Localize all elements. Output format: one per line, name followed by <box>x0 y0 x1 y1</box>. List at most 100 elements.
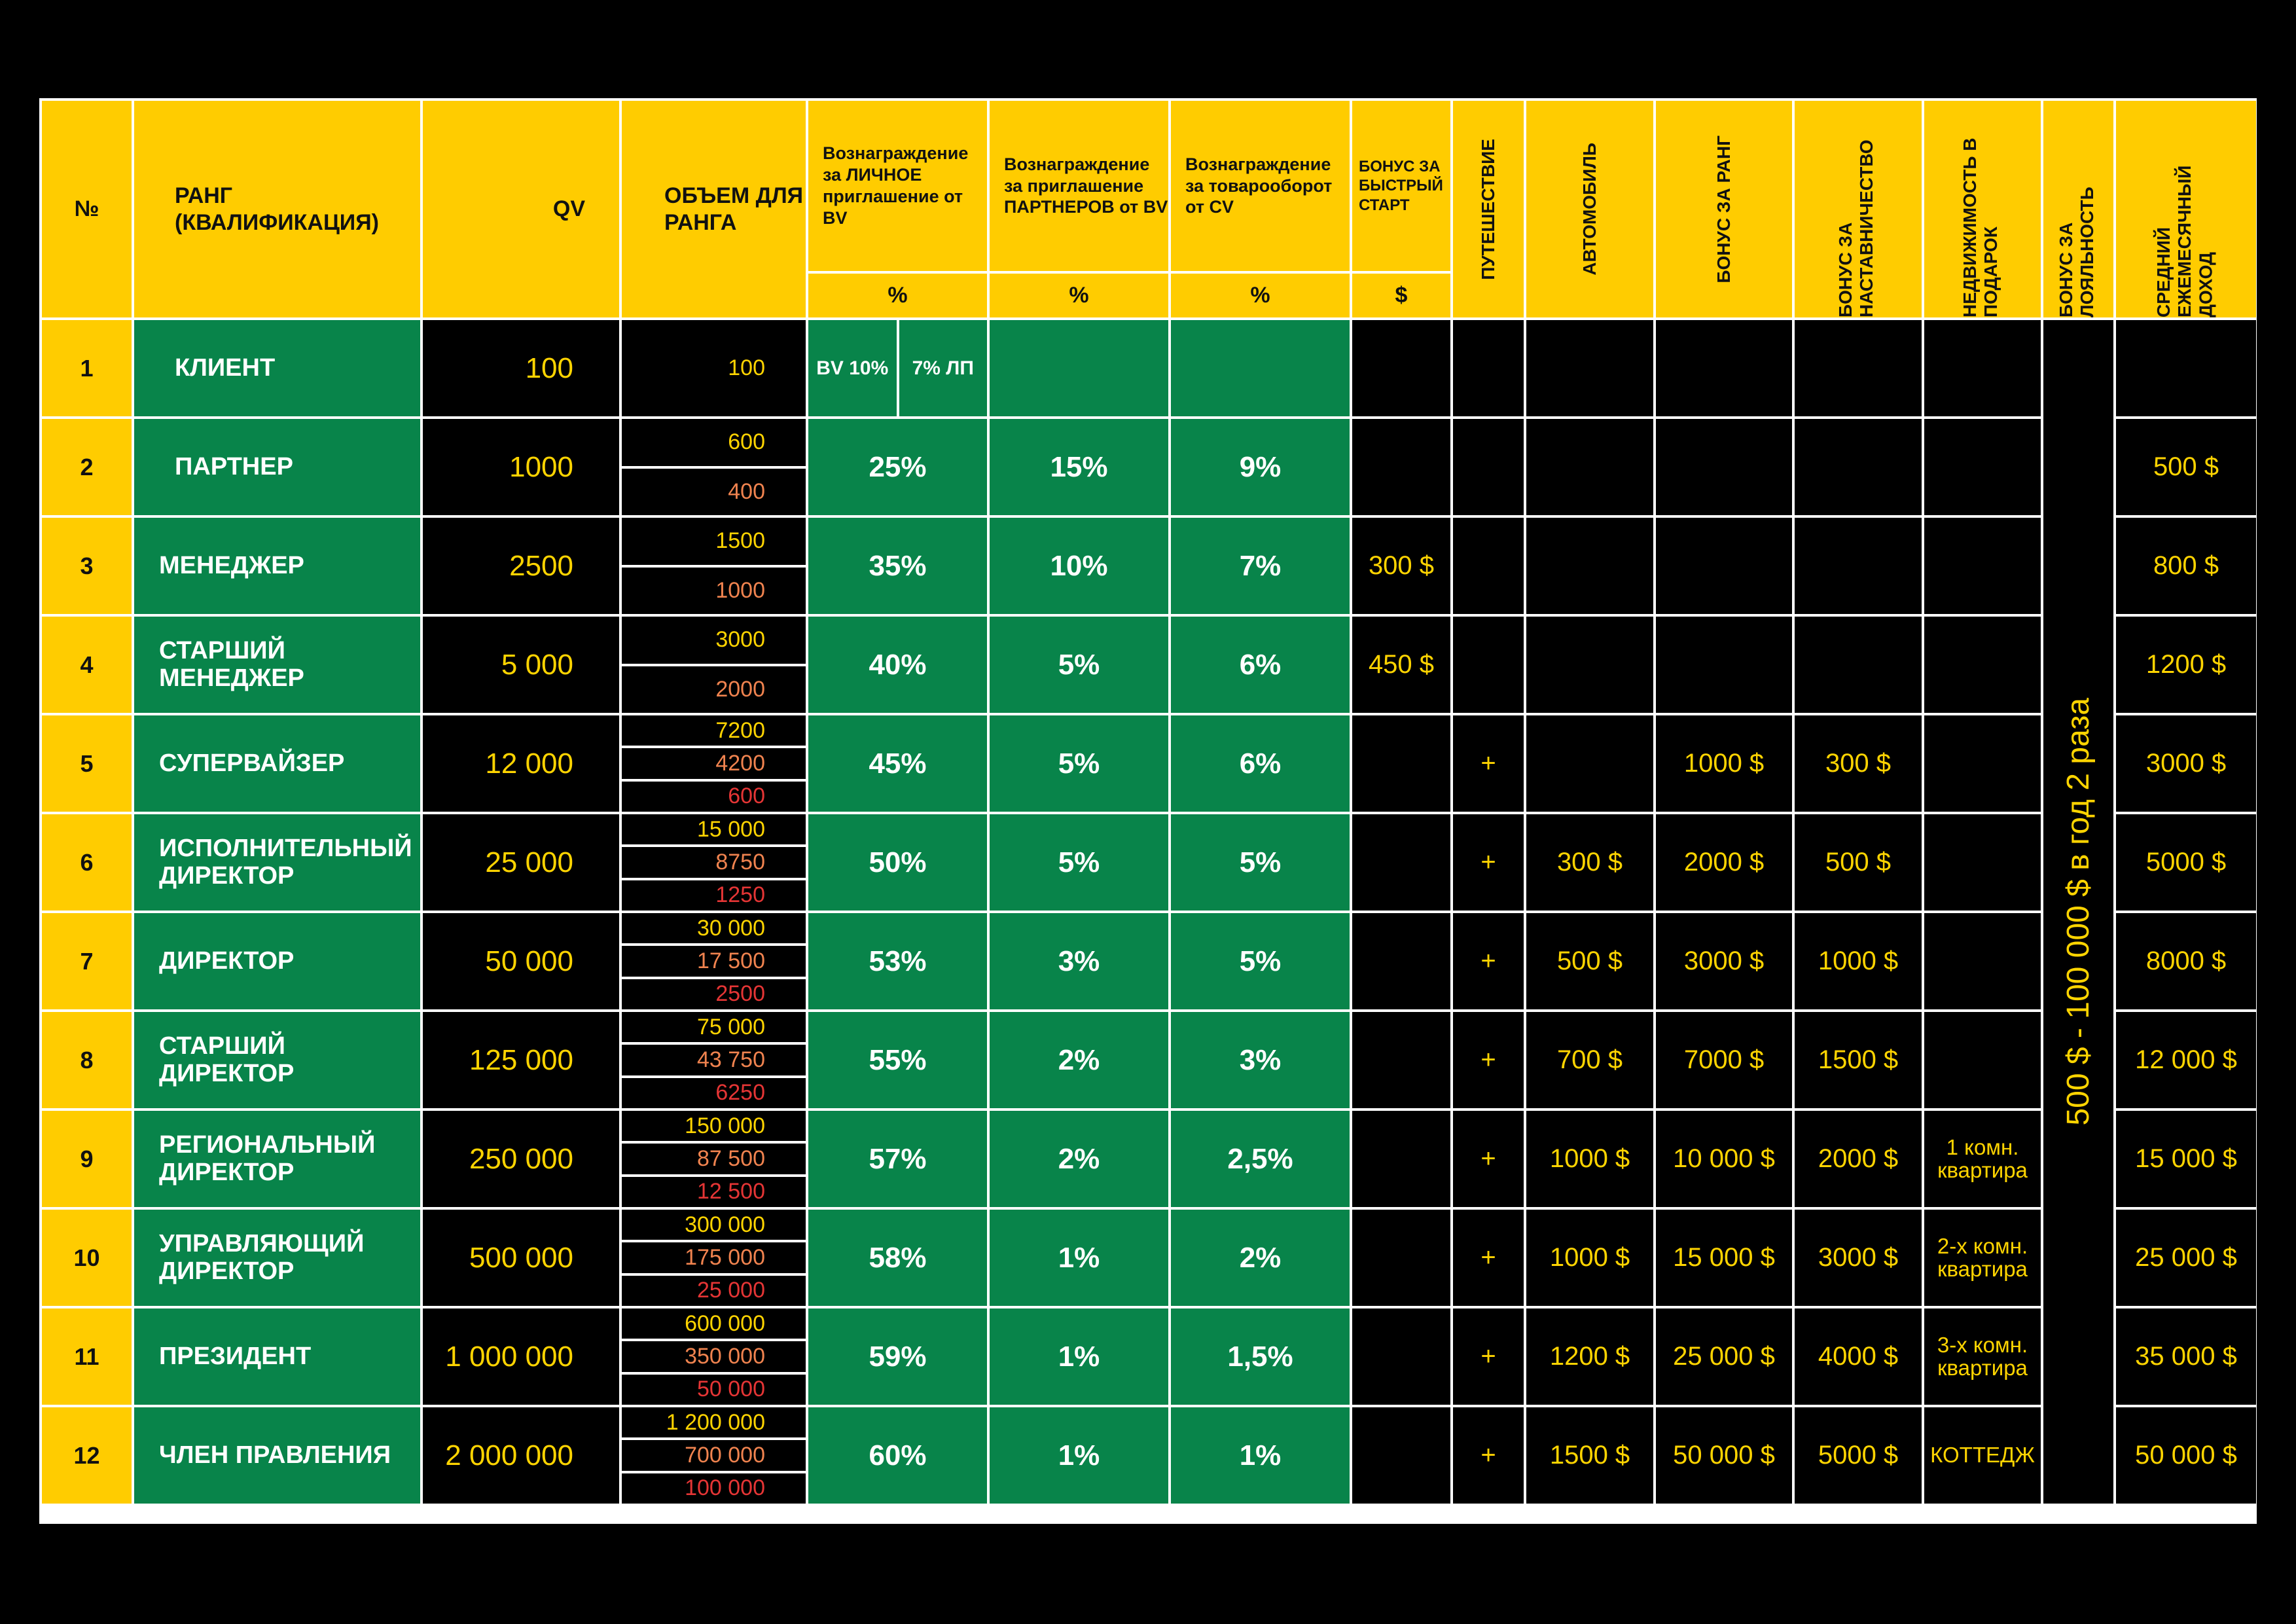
qv-value: 1000 <box>423 419 619 515</box>
volume-line-1: 1000 <box>622 567 806 614</box>
monthly-income: 35 000 $ <box>2116 1308 2256 1405</box>
car-bonus: 300 $ <box>1526 814 1653 911</box>
real-estate-gift <box>1924 1012 2041 1108</box>
travel-mark: + <box>1453 1210 1524 1306</box>
row-num: 10 <box>42 1210 132 1306</box>
volume-line-2: 25 000 <box>622 1275 806 1306</box>
rank-bonus: 2000 $ <box>1656 814 1792 911</box>
personal-reward-pct: 53% <box>808 913 987 1009</box>
row-num: 1 <box>42 320 132 416</box>
lp-percent: 7% ЛП <box>899 320 987 416</box>
volume-breakdown: 150 000 87 500 12 500 <box>622 1111 806 1207</box>
volume-line-1: 43 750 <box>622 1045 806 1075</box>
row-num: 5 <box>42 715 132 812</box>
volume-total: 300 000 <box>622 1210 806 1240</box>
volume-line-2: 12 500 <box>622 1176 806 1207</box>
fast-start-bonus: 450 $ <box>1352 617 1450 713</box>
volume-line-1: 400 <box>622 468 806 515</box>
travel-mark <box>1453 518 1524 614</box>
fast-start-bonus <box>1352 419 1450 515</box>
row-num: 2 <box>42 419 132 515</box>
qv-value: 12 000 <box>423 715 619 812</box>
real-estate-gift <box>1924 617 2041 713</box>
rank-bonus-empty <box>1656 320 1792 416</box>
rank-name: КЛИЕНТ <box>134 320 420 416</box>
rank-name: МЕНЕДЖЕР <box>134 518 420 614</box>
personal-reward-pct: 60% <box>808 1407 987 1504</box>
volume-line-1: 175 000 <box>622 1242 806 1273</box>
personal-reward-pct: 25% <box>808 419 987 515</box>
turnover-reward-pct: 6% <box>1171 715 1350 812</box>
rank-name: СТАРШИЙ МЕНЕДЖЕР <box>134 617 420 713</box>
mentor-bonus <box>1795 419 1922 515</box>
personal-reward-pct: 59% <box>808 1308 987 1405</box>
travel-mark: + <box>1453 913 1524 1009</box>
car-bonus: 500 $ <box>1526 913 1653 1009</box>
personal-reward-pct: 50% <box>808 814 987 911</box>
monthly-income: 5000 $ <box>2116 814 2256 911</box>
travel-mark <box>1453 617 1524 713</box>
car-bonus <box>1526 419 1653 515</box>
header-real-estate: НЕДВИЖИМОСТЬ В ПОДАРОК <box>1924 101 2041 317</box>
partners-reward-pct: 2% <box>990 1012 1168 1108</box>
real-estate-gift: КОТТЕДЖ <box>1924 1407 2041 1504</box>
fast-start-bonus <box>1352 814 1450 911</box>
personal-reward-pct: 45% <box>808 715 987 812</box>
bv-split-cell: BV 10% 7% ЛП <box>808 320 987 416</box>
volume-total: 7200 <box>622 715 806 746</box>
personal-reward-pct: 58% <box>808 1210 987 1306</box>
fast-start-bonus <box>1352 715 1450 812</box>
turnover-reward-pct: 7% <box>1171 518 1350 614</box>
header-mentor-bonus: БОНУС ЗА НАСТАВНИЧЕСТВО <box>1795 101 1922 317</box>
rank-name: СУПЕРВАЙЗЕР <box>134 715 420 812</box>
monthly-income: 500 $ <box>2116 419 2256 515</box>
row-num: 4 <box>42 617 132 713</box>
volume-total: 15 000 <box>622 814 806 845</box>
monthly-income: 12 000 $ <box>2116 1012 2256 1108</box>
fast-start-empty <box>1352 320 1450 416</box>
volume-line-1: 350 000 <box>622 1341 806 1372</box>
partners-reward-pct: 5% <box>990 814 1168 911</box>
travel-empty <box>1453 320 1524 416</box>
travel-mark: + <box>1453 1111 1524 1207</box>
volume-line-1: 87 500 <box>622 1144 806 1174</box>
monthly-income: 15 000 $ <box>2116 1111 2256 1207</box>
partners-reward-pct: 3% <box>990 913 1168 1009</box>
mentor-bonus <box>1795 518 1922 614</box>
car-bonus <box>1526 715 1653 812</box>
rank-name: УПРАВЛЯЮЩИЙ ДИРЕКТОР <box>134 1210 420 1306</box>
turnover-reward-pct: 2% <box>1171 1210 1350 1306</box>
header-car: АВТОМОБИЛЬ <box>1526 101 1653 317</box>
fast-start-bonus <box>1352 1111 1450 1207</box>
car-bonus: 1000 $ <box>1526 1111 1653 1207</box>
partners-reward-pct: 15% <box>990 419 1168 515</box>
rank-bonus <box>1656 419 1792 515</box>
header-rank: РАНГ (КВАЛИФИКАЦИЯ) <box>134 101 420 317</box>
mentor-bonus: 5000 $ <box>1795 1407 1922 1504</box>
mentor-bonus: 2000 $ <box>1795 1111 1922 1207</box>
volume-breakdown: 300 000 175 000 25 000 <box>622 1210 806 1306</box>
volume-total: 30 000 <box>622 913 806 944</box>
turnover-reward-empty <box>1171 320 1350 416</box>
header-personal-reward: Вознаграждение за ЛИЧНОЕ приглашение от … <box>808 101 987 271</box>
car-bonus <box>1526 617 1653 713</box>
volume-total: 600 <box>622 419 806 466</box>
car-bonus <box>1526 518 1653 614</box>
header-travel: ПУТЕШЕСТВИЕ <box>1453 101 1524 317</box>
row-num: 8 <box>42 1012 132 1108</box>
mentor-bonus: 1000 $ <box>1795 913 1922 1009</box>
mentor-bonus: 300 $ <box>1795 715 1922 812</box>
car-empty <box>1526 320 1653 416</box>
personal-reward-pct: 35% <box>808 518 987 614</box>
mentor-bonus: 500 $ <box>1795 814 1922 911</box>
personal-reward-pct: 40% <box>808 617 987 713</box>
mentor-bonus: 1500 $ <box>1795 1012 1922 1108</box>
header-qv: QV <box>423 101 619 317</box>
volume-line-2: 100 000 <box>622 1473 806 1504</box>
rank-name: ПРЕЗИДЕНТ <box>134 1308 420 1405</box>
partners-reward-pct: 1% <box>990 1407 1168 1504</box>
travel-mark: + <box>1453 1407 1524 1504</box>
rank-bonus: 7000 $ <box>1656 1012 1792 1108</box>
partners-reward-pct: 10% <box>990 518 1168 614</box>
partners-reward-empty <box>990 320 1168 416</box>
